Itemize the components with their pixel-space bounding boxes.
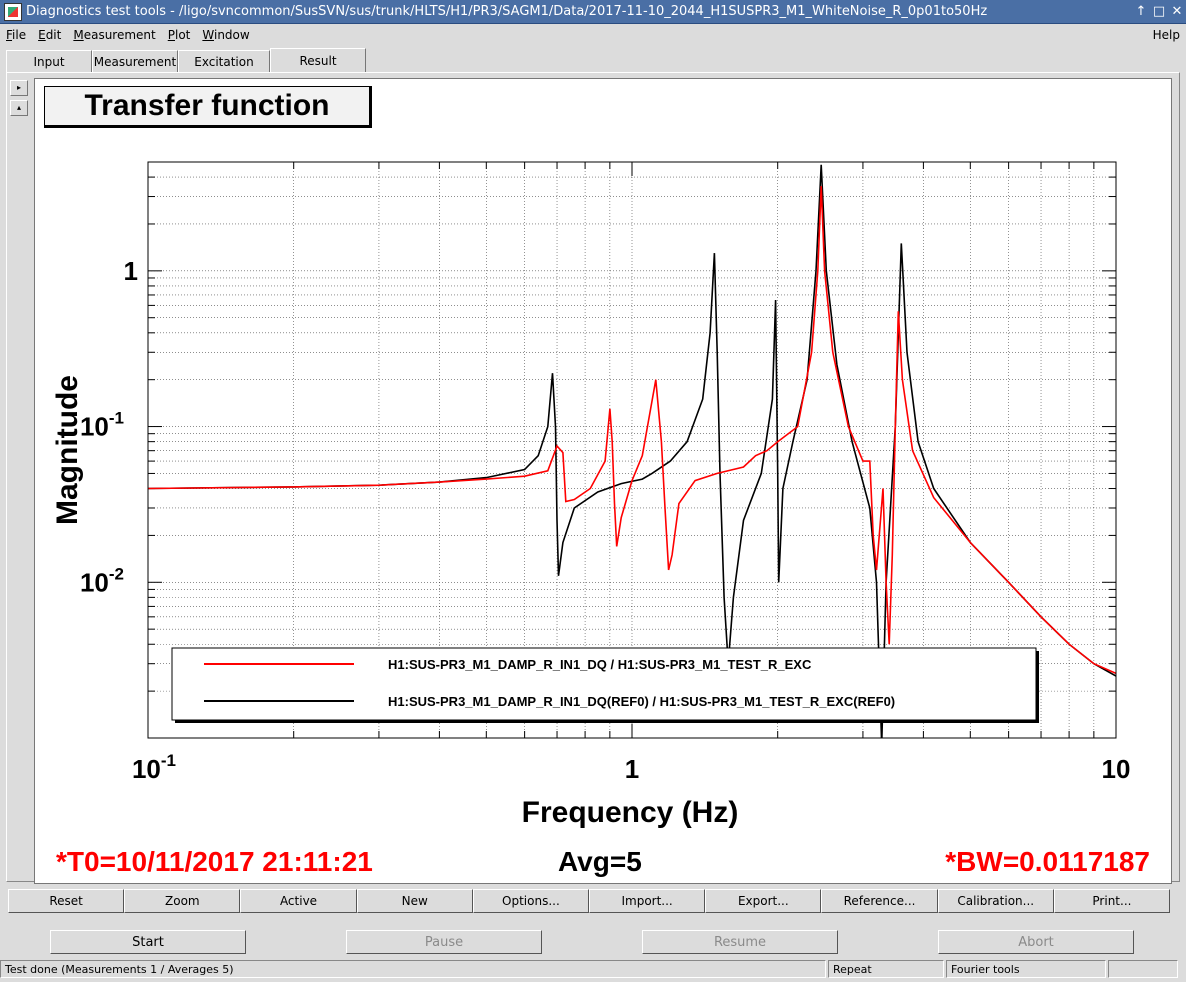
menu-measurement[interactable]: Measurement (73, 28, 156, 42)
y-axis-title: Magnitude (51, 375, 84, 525)
plot-title: Transfer function (44, 86, 372, 128)
menu-help[interactable]: Help (1152, 28, 1180, 42)
title-up-icon[interactable]: ↑ (1135, 4, 1147, 19)
series-line-black (148, 164, 1116, 738)
menu-bar: File Edit Measurement Plot Window Help (0, 24, 1186, 46)
abort-button[interactable]: Abort (938, 930, 1134, 954)
y-tick-label: 10-2 (80, 564, 124, 597)
app-icon (4, 2, 22, 21)
t0-label: *T0=10/11/2017 21:11:21 (56, 846, 373, 877)
import-button[interactable]: Import... (589, 889, 706, 913)
active-button[interactable]: Active (240, 889, 357, 913)
x-tick-label: 10 (1102, 754, 1131, 784)
maximize-icon[interactable]: □ (1152, 4, 1166, 19)
y-tick-label: 1 (124, 256, 138, 286)
pause-button[interactable]: Pause (346, 930, 542, 954)
avg-label: Avg=5 (558, 846, 642, 877)
start-button[interactable]: Start (50, 930, 246, 954)
window-title: Diagnostics test tools - /ligo/svncommon… (26, 4, 988, 19)
tab-measurement[interactable]: Measurement (92, 50, 178, 72)
menu-plot[interactable]: Plot (167, 28, 191, 42)
y-tick-label: 10-1 (80, 409, 124, 442)
window-title-bar[interactable]: Diagnostics test tools - /ligo/svncommon… (0, 0, 1186, 24)
x-tick-label: 10-1 (132, 751, 176, 784)
menu-window[interactable]: Window (202, 28, 250, 42)
side-buttons: ▸ ▴ (10, 80, 28, 120)
menu-file[interactable]: File (6, 28, 27, 42)
series-line-red (148, 186, 1116, 675)
legend-box (171, 647, 1037, 721)
close-icon[interactable]: ✕ (1171, 4, 1183, 19)
legend-label: H1:SUS-PR3_M1_DAMP_R_IN1_DQ / H1:SUS-PR3… (388, 657, 812, 672)
options-button[interactable]: Options... (472, 889, 590, 913)
new-button[interactable]: New (356, 889, 473, 913)
legend-label: H1:SUS-PR3_M1_DAMP_R_IN1_DQ(REF0) / H1:S… (388, 694, 895, 709)
status-repeat: Repeat (828, 960, 944, 978)
zoom-button[interactable]: Zoom (124, 889, 241, 913)
plot-toolbar: Reset Zoom Active New Options... Import.… (8, 889, 1171, 913)
print-button[interactable]: Print... (1053, 889, 1171, 913)
resume-button[interactable]: Resume (642, 930, 838, 954)
tab-excitation[interactable]: Excitation (178, 50, 270, 72)
export-button[interactable]: Export... (705, 889, 822, 913)
x-tick-label: 1 (625, 754, 639, 784)
reset-button[interactable]: Reset (8, 889, 125, 913)
status-empty (1108, 960, 1178, 978)
expand-right-icon[interactable]: ▸ (10, 80, 28, 96)
tab-result[interactable]: Result (270, 48, 366, 72)
plot-frame (147, 161, 1117, 739)
expand-up-icon[interactable]: ▴ (10, 100, 28, 116)
status-fourier: Fourier tools (946, 960, 1106, 978)
tab-input[interactable]: Input (6, 50, 92, 72)
x-axis-title: Frequency (Hz) (522, 796, 739, 829)
menu-edit[interactable]: Edit (38, 28, 62, 42)
bw-label: *BW=0.0117187 (945, 846, 1150, 877)
status-bar: Test done (Measurements 1 / Averages 5) … (0, 960, 1186, 980)
calibration-button[interactable]: Calibration... (937, 889, 1054, 913)
tab-bar: Input Measurement Excitation Result (6, 48, 366, 72)
status-message: Test done (Measurements 1 / Averages 5) (0, 960, 826, 978)
reference-button[interactable]: Reference... (821, 889, 938, 913)
